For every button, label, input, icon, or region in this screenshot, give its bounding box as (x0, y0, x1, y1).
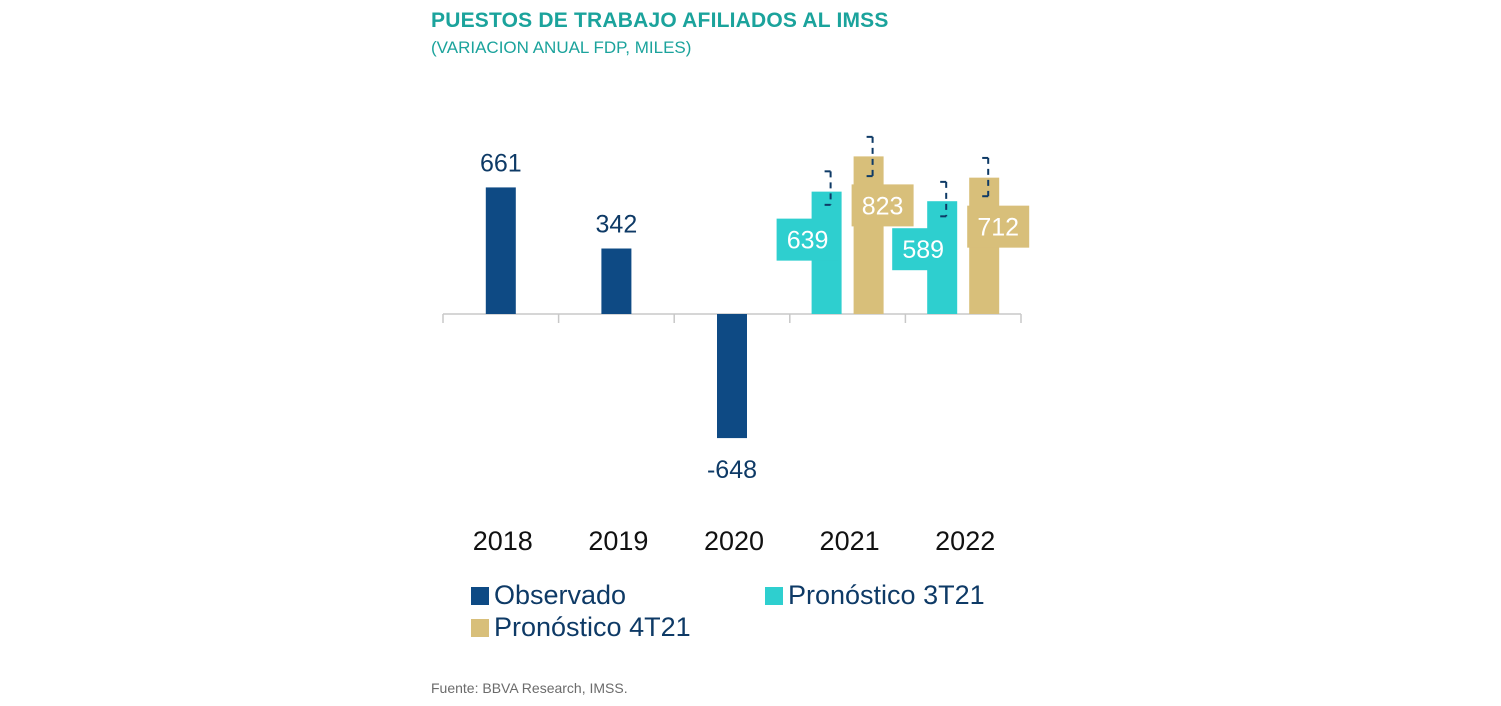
x-tick-label-2021: 2021 (820, 526, 880, 556)
data-label-2021-pron-stico-3t21: 639 (787, 227, 829, 255)
legend-item-observado: Observado (471, 580, 626, 611)
data-label-2022-pron-stico-3t21-box (892, 228, 955, 271)
x-tick-label-2018: 2018 (473, 526, 533, 556)
data-label-2019-observado: 342 (596, 211, 638, 239)
chart-title: PUESTOS DE TRABAJO AFILIADOS AL IMSS (431, 9, 889, 32)
legend-label-pronostico-3t21: Pronóstico 3T21 (788, 580, 985, 610)
legend-swatch-pronostico-3t21 (765, 586, 783, 605)
legend-item-pronostico-3t21: Pronóstico 3T21 (765, 580, 985, 611)
data-label-2018-observado: 661 (480, 149, 522, 177)
x-tick-label-2020: 2020 (704, 526, 764, 556)
bar-2019-observado (601, 248, 632, 314)
legend-swatch-pronostico-4t21 (471, 618, 489, 637)
legend-label-observado: Observado (494, 580, 627, 610)
data-label-2022-pron-stico-4t21-box (967, 205, 1030, 248)
legend-swatch-observado (471, 586, 489, 605)
bar-2021-pron-stico-4t21 (853, 156, 884, 314)
x-tick-label-2019: 2019 (588, 526, 648, 556)
data-label-2021-pron-stico-4t21-box (851, 184, 914, 227)
data-label-2020-observado: -648 (707, 456, 757, 484)
data-label-2021-pron-stico-4t21: 823 (862, 192, 904, 220)
legend-item-pronostico-4t21: Pronóstico 4T21 (471, 612, 691, 643)
bar-2020-observado (717, 314, 747, 439)
data-label-2022-pron-stico-4t21: 712 (977, 214, 1019, 242)
legend-label-pronostico-4t21: Pronóstico 4T21 (494, 612, 691, 642)
data-label-2021-pron-stico-3t21-box (776, 218, 839, 261)
data-label-2022-pron-stico-3t21: 589 (902, 236, 944, 264)
bar-2018-observado (485, 187, 516, 314)
x-tick-label-2022: 2022 (935, 526, 995, 556)
chart-subtitle: (VARIACION ANUAL FDP, MILES) (431, 38, 692, 57)
source-note: Fuente: BBVA Research, IMSS. (431, 680, 628, 696)
